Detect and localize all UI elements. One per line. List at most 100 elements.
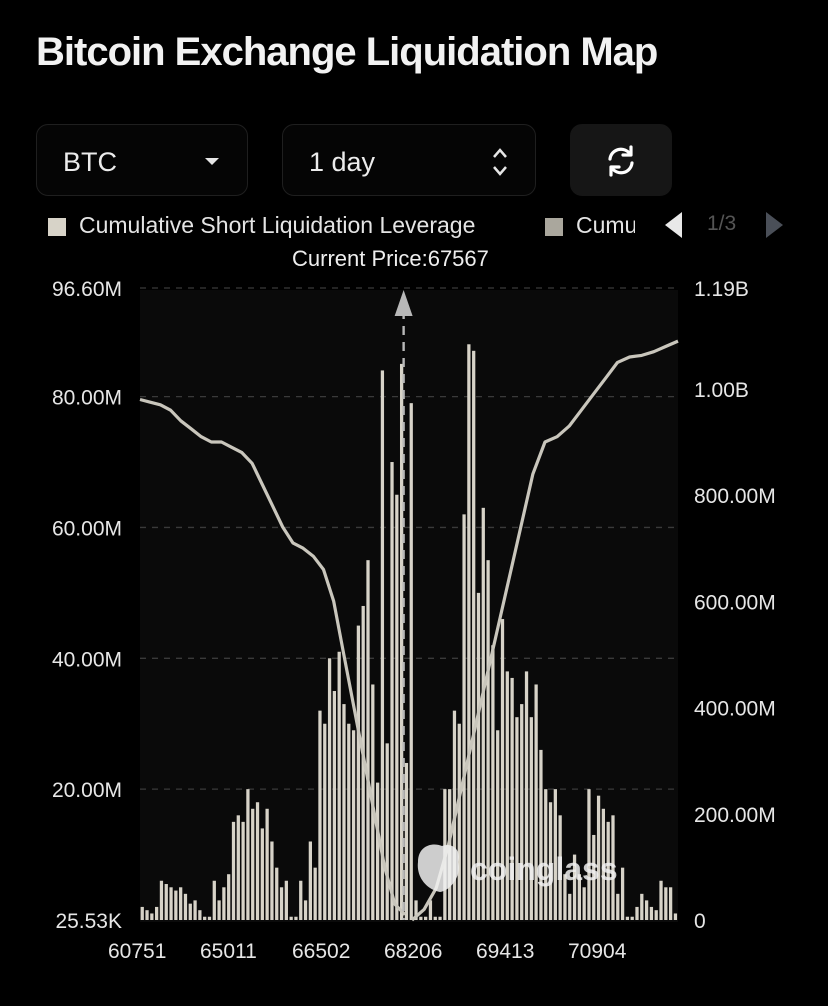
leverage-bar bbox=[476, 592, 481, 920]
leverage-bar bbox=[203, 916, 207, 920]
current-price-arrow-icon bbox=[394, 290, 413, 316]
leverage-bar bbox=[592, 834, 596, 920]
leverage-bar bbox=[414, 900, 418, 920]
leverage-bar bbox=[520, 704, 524, 920]
y-right-tick-label: 1.19B bbox=[694, 278, 749, 301]
leverage-bar bbox=[438, 916, 442, 920]
leverage-bar bbox=[640, 893, 644, 920]
x-tick-label: 70904 bbox=[568, 940, 627, 963]
legend-label-long: Cumu bbox=[576, 212, 635, 238]
leverage-bar bbox=[462, 514, 466, 920]
legend-next-icon[interactable] bbox=[764, 210, 786, 240]
short-cumulative-line bbox=[139, 397, 407, 916]
leverage-bar bbox=[332, 691, 337, 920]
leverage-bar bbox=[409, 403, 413, 920]
leverage-bar bbox=[260, 828, 264, 920]
y-left-tick-label: 20.00M bbox=[52, 779, 122, 802]
leverage-bar bbox=[198, 910, 202, 920]
leverage-bar bbox=[515, 717, 519, 920]
leverage-bar bbox=[188, 903, 192, 920]
x-tick-label: 69413 bbox=[476, 940, 534, 963]
y-left-tick-label: 80.00M bbox=[52, 387, 122, 410]
leverage-bar bbox=[246, 789, 250, 920]
leverage-bar bbox=[616, 893, 620, 920]
leverage-bar bbox=[611, 815, 615, 920]
leverage-bar bbox=[159, 880, 164, 920]
leverage-bar bbox=[323, 723, 327, 920]
leverage-bar bbox=[496, 730, 500, 920]
leverage-bar bbox=[596, 795, 601, 920]
coinglass-logo-icon bbox=[417, 844, 459, 892]
leverage-bar bbox=[472, 350, 476, 920]
liquidation-chart: coinglass 96.60M 80.00M 60.00M 40.00M 20.00M… bbox=[52, 278, 776, 963]
leverage-bar bbox=[303, 900, 308, 920]
current-price-label: Current Price:67567 bbox=[292, 246, 489, 271]
y-right-tick-label: 1.00B bbox=[694, 379, 749, 402]
leverage-bar bbox=[491, 645, 495, 920]
leverage-bar bbox=[236, 815, 240, 920]
leverage-bar bbox=[457, 723, 461, 920]
leverage-bar bbox=[606, 821, 610, 920]
leverage-bar bbox=[635, 906, 639, 920]
leverage-bar bbox=[150, 913, 154, 920]
leverage-bar bbox=[601, 808, 606, 920]
x-tick-label: 68206 bbox=[384, 940, 442, 963]
leverage-bar bbox=[433, 916, 437, 920]
y-left-tick-label: 40.00M bbox=[52, 648, 122, 671]
leverage-bar bbox=[625, 916, 630, 920]
leverage-bar bbox=[529, 717, 533, 920]
leverage-bar bbox=[227, 874, 231, 920]
leverage-bar bbox=[270, 841, 274, 920]
time-range-select[interactable]: 1 day bbox=[282, 124, 536, 196]
leverage-bar bbox=[265, 808, 269, 920]
y-left-tick-label: 25.53K bbox=[55, 910, 122, 933]
y-left-tick-label: 60.00M bbox=[52, 517, 122, 540]
up-down-chevron-icon bbox=[493, 148, 507, 176]
leverage-bar bbox=[404, 762, 409, 920]
refresh-button[interactable] bbox=[570, 124, 672, 196]
leverage-bar bbox=[673, 913, 678, 920]
watermark-text: coinglass bbox=[470, 851, 618, 887]
leverage-bar bbox=[164, 884, 168, 920]
leverage-bar bbox=[174, 890, 178, 920]
leverage-bar bbox=[222, 887, 226, 920]
leverage-bar bbox=[145, 910, 149, 920]
leverage-bar bbox=[395, 494, 399, 920]
legend-page-indicator: 1/3 bbox=[707, 212, 737, 235]
leverage-bar bbox=[347, 723, 351, 920]
leverage-bar bbox=[313, 867, 317, 920]
coin-select-value: BTC bbox=[63, 147, 117, 177]
leverage-bar bbox=[318, 710, 322, 920]
y-right-tick-label: 0 bbox=[694, 910, 706, 933]
legend-label-short: Cumulative Short Liquidation Leverage bbox=[79, 212, 476, 238]
leverage-bar bbox=[193, 900, 197, 920]
leverage-bar bbox=[183, 893, 188, 920]
leverage-bar bbox=[399, 363, 404, 920]
x-tick-label: 65011 bbox=[200, 940, 257, 963]
leverage-bar bbox=[255, 802, 260, 920]
leverage-bar bbox=[649, 906, 654, 920]
y-right-tick-label: 600.00M bbox=[694, 591, 776, 614]
leverage-bar bbox=[587, 789, 591, 920]
legend-prev-icon[interactable] bbox=[662, 210, 684, 240]
leverage-bar bbox=[419, 916, 423, 920]
leverage-bar bbox=[424, 916, 428, 920]
leverage-bar bbox=[356, 625, 361, 920]
leverage-bar bbox=[337, 651, 341, 920]
coin-select[interactable]: BTC bbox=[36, 124, 248, 196]
leverage-bar bbox=[366, 560, 370, 920]
refresh-icon bbox=[608, 145, 634, 177]
leverage-bar bbox=[553, 789, 557, 920]
y-left-tick-label: 96.60M bbox=[52, 278, 122, 301]
leverage-bar bbox=[169, 887, 173, 920]
leverage-bar bbox=[294, 916, 298, 920]
leverage-bar bbox=[539, 749, 543, 920]
leverage-bar bbox=[467, 344, 471, 920]
leverage-bar bbox=[654, 910, 658, 920]
leverage-bar bbox=[275, 867, 279, 920]
leverage-bar bbox=[659, 880, 663, 920]
legend-item-long[interactable]: Cumu bbox=[545, 212, 635, 242]
leverage-bar bbox=[241, 821, 245, 920]
leverage-bar bbox=[544, 789, 548, 920]
leverage-bar bbox=[500, 619, 505, 920]
